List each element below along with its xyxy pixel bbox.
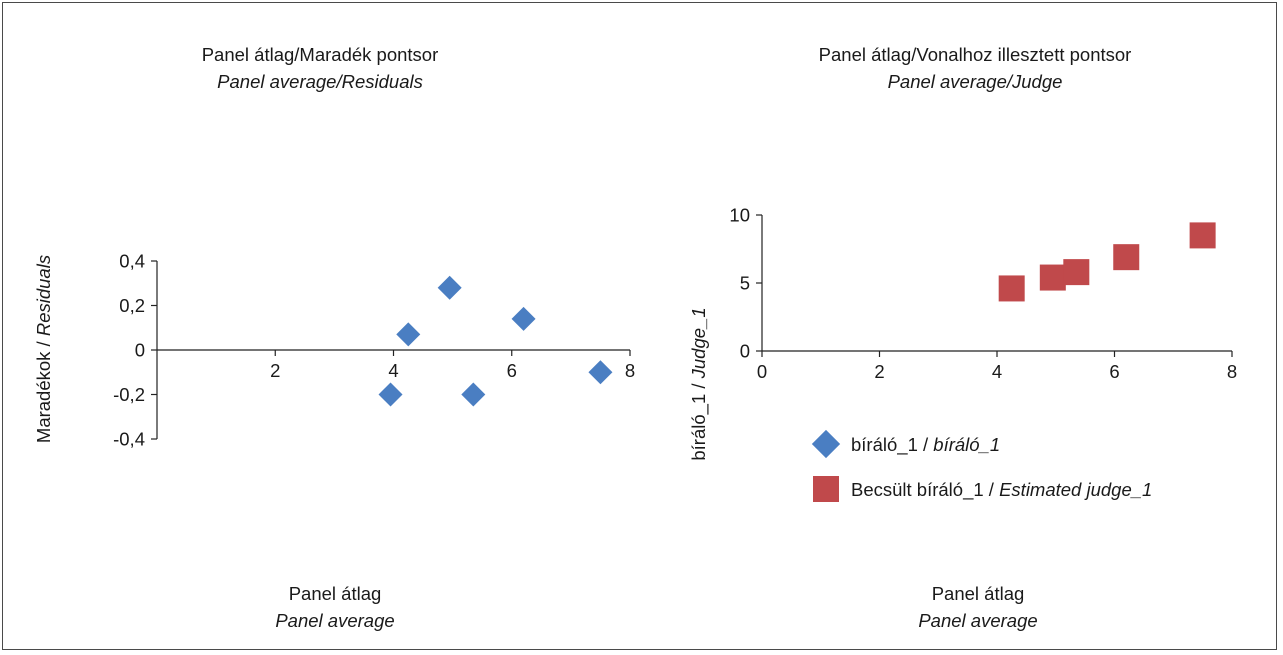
residuals-y-tick-label: -0,2 xyxy=(113,384,145,405)
judge-plot-area: 0 5 10 0 2 4 6 8 xyxy=(729,205,1237,383)
residuals-chart: Panel átlag/Maradék pontsor Panel averag… xyxy=(33,44,635,631)
residuals-chart-subtitle: Panel average/Residuals xyxy=(217,71,423,92)
judge-x-axis-label: Panel átlag xyxy=(932,583,1025,604)
judge-y-tick-label: 5 xyxy=(740,273,750,294)
judge-y-tick-label: 10 xyxy=(729,205,750,226)
judge-chart: Panel átlag/Vonalhoz illesztett pontsor … xyxy=(688,44,1237,631)
judge-y-axis-label: bíráló_1 / Judge_1 xyxy=(688,307,710,460)
legend-item-estimated-judge: Becsült bíráló_1 / Estimated judge_1 xyxy=(851,479,1152,501)
judge-x-axis-label-sub: Panel average xyxy=(918,610,1037,631)
residuals-x-tick-label: 2 xyxy=(270,360,280,381)
residuals-diamond-point xyxy=(461,382,486,407)
residuals-x-axis-label: Panel átlag xyxy=(289,583,382,604)
judge-x-tick-label: 4 xyxy=(992,361,1002,382)
judge-square-point xyxy=(1063,259,1090,286)
judge-square-point xyxy=(998,275,1025,302)
residuals-diamond-point xyxy=(588,360,613,385)
residuals-y-axis-label: Maradékok / Residuals xyxy=(33,255,54,443)
residuals-x-tick-label: 6 xyxy=(507,360,517,381)
residuals-diamond-point xyxy=(396,322,421,347)
residuals-diamond-point xyxy=(437,275,462,300)
judge-square-point xyxy=(1113,244,1140,271)
judge-y-tick-label: 0 xyxy=(740,341,750,362)
legend-square-marker xyxy=(813,476,839,502)
residuals-y-tick-label: 0 xyxy=(135,340,145,361)
judge-x-tick-label: 8 xyxy=(1227,361,1237,382)
judge-chart-subtitle: Panel average/Judge xyxy=(888,71,1063,92)
residuals-y-tick-label: -0,4 xyxy=(113,429,145,450)
figure-svg: Panel átlag/Maradék pontsor Panel averag… xyxy=(33,44,1237,631)
judge-chart-title: Panel átlag/Vonalhoz illesztett pontsor xyxy=(819,44,1132,65)
judge-x-tick-label: 2 xyxy=(874,361,884,382)
residuals-plot-area: 0,4 0,2 0 -0,2 -0,4 2 4 6 8 xyxy=(113,251,635,450)
judge-legend: bíráló_1 / bíráló_1 Becsült bíráló_1 / E… xyxy=(811,429,1152,502)
judge-x-tick-label: 0 xyxy=(757,361,767,382)
judge-square-point xyxy=(1039,264,1066,291)
legend-diamond-marker xyxy=(811,429,841,459)
judge-square-point xyxy=(1189,222,1216,249)
residuals-x-tick-label: 8 xyxy=(625,360,635,381)
residuals-chart-title: Panel átlag/Maradék pontsor xyxy=(202,44,439,65)
residuals-x-axis-label-sub: Panel average xyxy=(275,610,394,631)
judge-x-tick-label: 6 xyxy=(1109,361,1119,382)
residuals-y-tick-label: 0,4 xyxy=(119,251,145,272)
legend-item-judge: bíráló_1 / bíráló_1 xyxy=(851,434,1000,456)
residuals-x-tick-label: 4 xyxy=(388,360,398,381)
residuals-y-tick-label: 0,2 xyxy=(119,295,145,316)
residuals-diamond-point xyxy=(511,306,536,331)
residuals-diamond-point xyxy=(378,382,403,407)
